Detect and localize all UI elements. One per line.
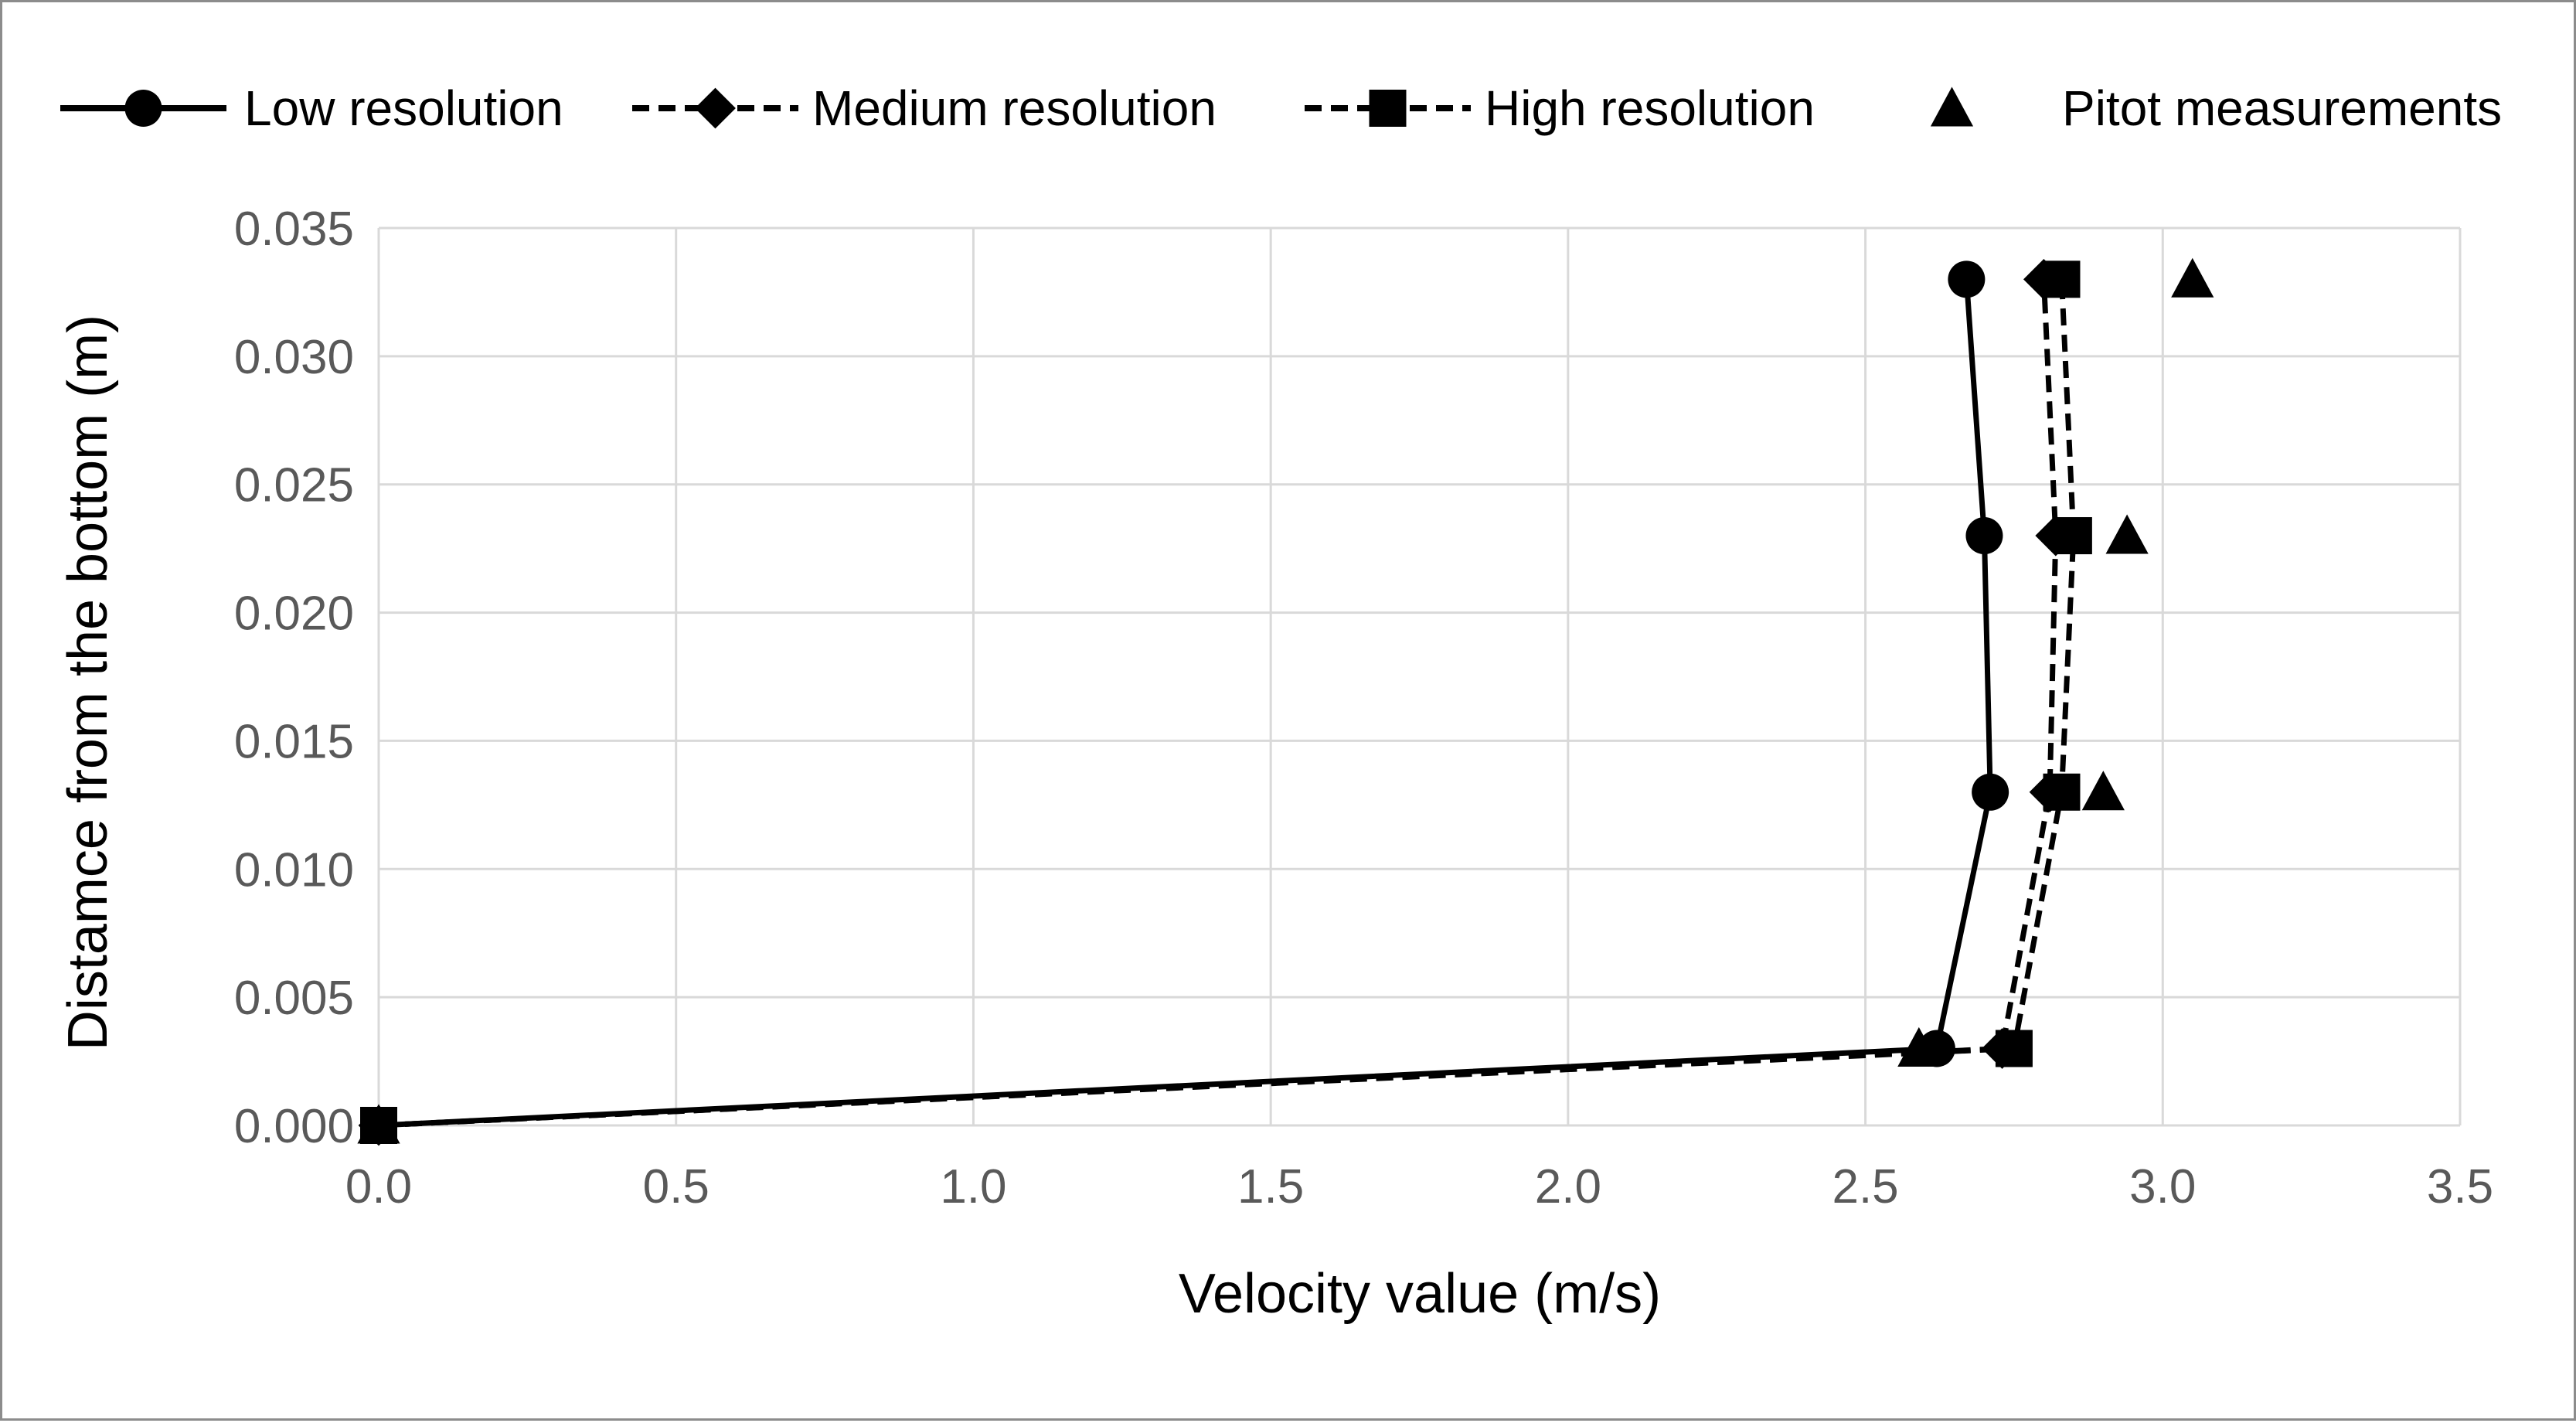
data-point-high-resolution xyxy=(2043,260,2081,298)
series-line-low-resolution xyxy=(378,279,1993,1129)
series-low-resolution xyxy=(360,260,2009,1144)
legend-label: High resolution xyxy=(1485,80,1815,136)
data-point-low-resolution xyxy=(1965,517,2003,555)
x-tick-label: 3.0 xyxy=(2129,1160,2196,1214)
series-line-high-resolution xyxy=(378,279,2077,1129)
legend-marker-triangle xyxy=(1930,87,1974,127)
data-point-pitot-measurements xyxy=(2081,771,2125,811)
grid xyxy=(377,226,2462,1127)
data-point-low-resolution xyxy=(1972,773,2009,811)
y-tick-label: 0.000 xyxy=(234,1100,354,1153)
data-point-low-resolution xyxy=(1948,260,1986,298)
legend-marker-diamond xyxy=(695,87,736,129)
series-line-medium-resolution xyxy=(378,279,2059,1129)
y-tick-label: 0.030 xyxy=(234,331,354,384)
y-axis-title: Distamce from the bottom (m) xyxy=(57,315,119,1050)
legend-item-pitot-measurements: Pitot measurements xyxy=(1930,80,2502,136)
data-point-pitot-measurements xyxy=(2105,514,2149,554)
legend-marker-square xyxy=(1369,90,1407,127)
legend-label: Medium resolution xyxy=(812,80,1217,136)
data-point-pitot-measurements xyxy=(357,1104,400,1144)
x-tick-label: 2.5 xyxy=(1832,1160,1898,1214)
data-point-pitot-measurements xyxy=(2171,257,2214,298)
y-tick-label: 0.010 xyxy=(234,843,354,897)
legend-label: Pitot measurements xyxy=(2062,80,2502,136)
legend-marker-circle xyxy=(124,90,162,127)
x-tick-label: 1.0 xyxy=(940,1160,1006,1214)
y-tick-label: 0.005 xyxy=(234,972,354,1025)
x-tick-label: 1.5 xyxy=(1237,1160,1304,1214)
x-tick-label: 0.0 xyxy=(345,1160,412,1214)
x-tick-label: 3.5 xyxy=(2427,1160,2493,1214)
legend: Low resolution Medium resolution High reso… xyxy=(60,80,2502,136)
data-series xyxy=(357,257,2214,1146)
x-tick-label: 0.5 xyxy=(643,1160,710,1214)
legend-label: Low resolution xyxy=(244,80,563,136)
legend-item-medium-resolution: Medium resolution xyxy=(632,80,1217,136)
legend-item-low-resolution: Low resolution xyxy=(60,80,563,136)
data-point-high-resolution xyxy=(2043,773,2081,811)
y-tick-label: 0.025 xyxy=(234,459,354,512)
legend-item-high-resolution: High resolution xyxy=(1305,80,1815,136)
series-high-resolution xyxy=(360,260,2092,1144)
y-tick-label: 0.020 xyxy=(234,587,354,641)
tick-labels: 0.0 0.5 1.0 1.5 2.0 2.5 3.0 3.5 0.000 0.005 0.010 0… xyxy=(234,203,2493,1214)
x-axis-title: Velocity value (m/s) xyxy=(1179,1263,1661,1325)
x-tick-label: 2.0 xyxy=(1535,1160,1601,1214)
data-point-high-resolution xyxy=(1995,1030,2033,1067)
data-point-high-resolution xyxy=(2054,517,2092,555)
y-tick-label: 0.035 xyxy=(234,203,354,256)
y-tick-label: 0.015 xyxy=(234,715,354,768)
series-pitot-measurements xyxy=(357,257,2214,1144)
data-point-pitot-measurements xyxy=(1897,1026,1941,1067)
series-medium-resolution xyxy=(358,258,2077,1146)
